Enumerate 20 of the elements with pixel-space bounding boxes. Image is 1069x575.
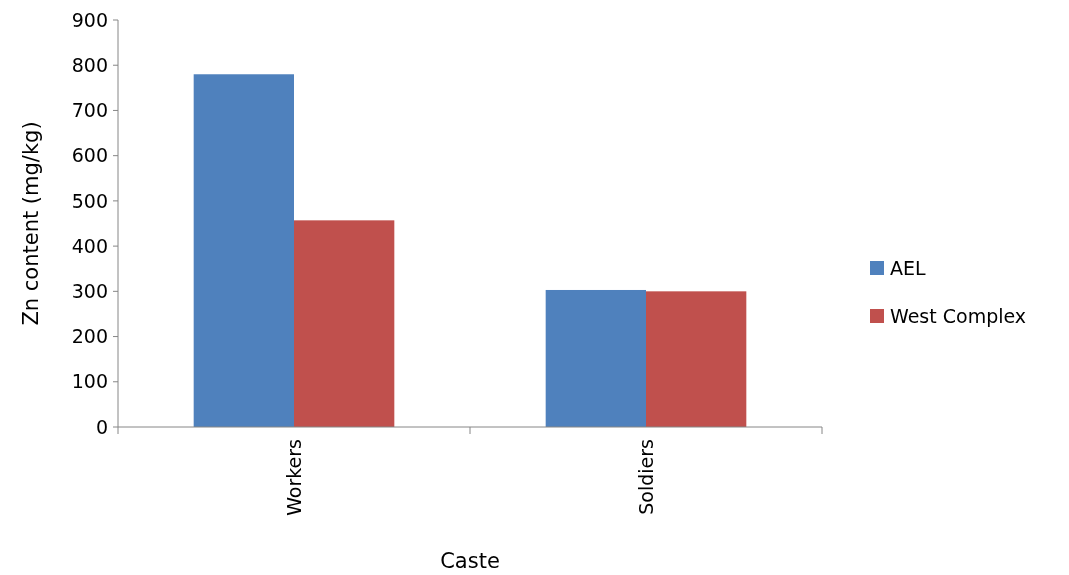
y-tick-label: 900 (71, 8, 108, 31)
y-tick-label: 300 (71, 279, 108, 302)
y-tick-label: 0 (95, 415, 108, 438)
legend-label: AEL (890, 256, 926, 279)
x-tick-label: Workers (282, 439, 305, 516)
x-axis-title: Caste (440, 549, 500, 573)
x-tick-label: Soldiers (634, 439, 657, 515)
y-tick-label: 100 (71, 370, 108, 393)
y-axis-title: Zn content (mg/kg) (19, 121, 43, 326)
y-tick-label: 700 (71, 99, 108, 122)
y-tick-label: 600 (71, 144, 108, 167)
y-tick-label: 400 (71, 234, 108, 257)
legend-label: West Complex (890, 304, 1027, 327)
bar (545, 289, 646, 427)
y-tick-label: 500 (71, 189, 108, 212)
bar (294, 220, 395, 427)
bar (193, 74, 294, 427)
y-tick-label: 800 (71, 53, 108, 76)
y-tick-label: 200 (71, 325, 108, 348)
bar (646, 291, 747, 427)
